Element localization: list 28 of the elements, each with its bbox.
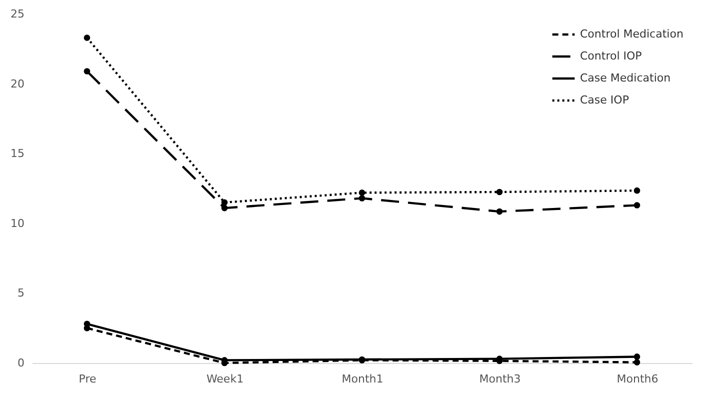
x-tick-label: Month6	[616, 372, 658, 386]
point	[634, 359, 640, 366]
y-tick-label: 15	[10, 147, 24, 160]
y-tick-label: 25	[10, 8, 24, 20]
point	[634, 187, 640, 194]
legend-label: Control IOP	[580, 50, 642, 62]
x-tick-label: Month3	[479, 372, 521, 386]
point	[221, 199, 228, 206]
point	[84, 68, 90, 74]
x-tick-label: Pre	[78, 372, 96, 386]
point	[84, 320, 90, 328]
x-tick-label: Week1	[206, 372, 244, 386]
legend-label: Control Medication	[580, 28, 684, 40]
y-tick-label: 0	[18, 356, 24, 370]
point	[358, 190, 366, 196]
point	[496, 188, 503, 196]
legend-label: Case IOP	[580, 94, 630, 106]
y-tick-label: 20	[10, 77, 24, 90]
y-tick-label: 10	[10, 216, 24, 230]
point	[84, 34, 90, 41]
point	[358, 195, 366, 202]
point	[496, 208, 503, 215]
legend-label: Case Medication	[580, 72, 671, 84]
point	[634, 202, 640, 208]
y-tick-label: 5	[18, 286, 24, 300]
point	[221, 204, 228, 212]
point	[634, 354, 640, 360]
x-tick-label: Month1	[342, 372, 384, 386]
